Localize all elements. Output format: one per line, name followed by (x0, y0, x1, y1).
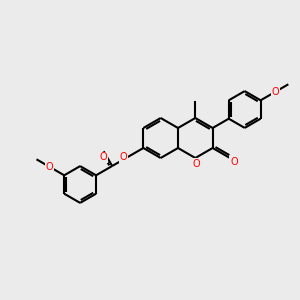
Text: O: O (272, 87, 279, 97)
Text: O: O (46, 162, 53, 172)
Text: O: O (100, 152, 107, 162)
Text: O: O (230, 157, 238, 167)
Text: O: O (193, 159, 200, 169)
Text: O: O (120, 152, 127, 162)
